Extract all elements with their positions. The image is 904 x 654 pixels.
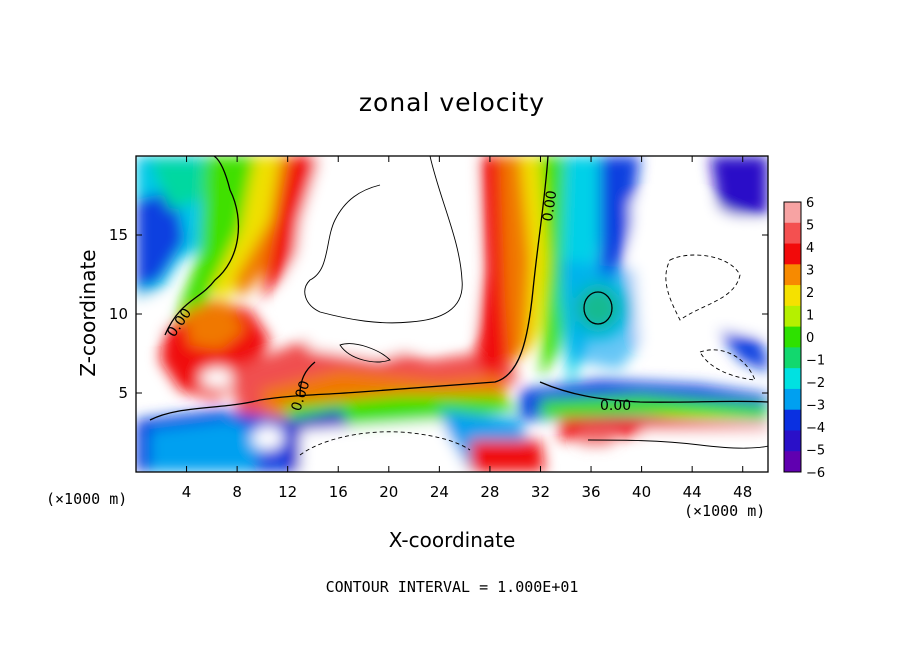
x-tick-label: 4 — [182, 483, 192, 501]
colorbar-swatch — [784, 409, 801, 431]
colorbar-label: 4 — [806, 241, 814, 256]
x-unit-note-right: (×1000 m) — [684, 502, 766, 520]
positive-contours — [304, 156, 768, 449]
colorbar-label: 6 — [806, 196, 814, 211]
colorbar-swatch — [784, 222, 801, 245]
x-tick-label: 36 — [581, 483, 600, 501]
zero-contours — [149, 156, 768, 421]
colorbar-label: −1 — [806, 354, 825, 369]
colorbar-label: 0 — [806, 331, 814, 346]
x-tick-label: 28 — [480, 483, 499, 501]
colorbar-label: −4 — [806, 421, 825, 436]
contour-label: 0.00 — [600, 398, 631, 414]
x-tick-label: 48 — [733, 483, 752, 501]
x-unit-note-left: (×1000 m) — [46, 490, 128, 508]
colorbar-swatch — [784, 430, 801, 452]
colorbar-swatch — [784, 202, 801, 224]
colorbar-swatch — [784, 451, 801, 473]
colorbar-frame — [783, 201, 802, 473]
colorbar-swatch — [784, 388, 801, 411]
colorbar-label: 1 — [806, 309, 814, 324]
x-tick-label: 8 — [232, 483, 242, 501]
negative-contours — [299, 254, 756, 456]
y-tick-label: 5 — [118, 384, 128, 402]
x-tick-label: 40 — [632, 483, 651, 501]
x-tick-label: 20 — [379, 483, 398, 501]
colorbar-swatch — [784, 264, 801, 286]
colorbar-label: 2 — [806, 286, 814, 301]
colorbar-swatch — [784, 305, 801, 328]
x-tick-label: 16 — [329, 483, 348, 501]
colorbar-label: −5 — [806, 444, 825, 459]
chart-title: zonal velocity — [358, 88, 546, 117]
colorbar-label: −6 — [806, 466, 825, 481]
x-tick-label: 44 — [683, 483, 702, 501]
colorbar-swatch — [784, 326, 801, 348]
plot-area — [135, 155, 769, 473]
x-tick-label: 32 — [531, 483, 550, 501]
colorbar-swatch — [784, 347, 801, 369]
contour-label: 0.00 — [540, 189, 560, 222]
colorbar-swatch — [784, 285, 801, 307]
y-tick-label: 10 — [109, 305, 128, 323]
velocity-field — [136, 156, 768, 472]
x-tick-label: 24 — [430, 483, 449, 501]
x-axis-label: X-coordinate — [388, 528, 516, 552]
colorbar-label: 3 — [806, 264, 814, 279]
y-tick-label: 15 — [109, 226, 128, 244]
contour-interval-note: CONTOUR INTERVAL = 1.000E+01 — [325, 578, 579, 596]
x-tick-label: 12 — [278, 483, 297, 501]
colorbar-swatch — [784, 368, 801, 390]
x-axis-ticks: 4 8 12 16 20 24 28 32 36 40 44 48 — [182, 156, 752, 501]
colorbar-label: −2 — [806, 376, 825, 391]
colorbar: 6 5 4 3 2 1 0 −1 −2 −3 −4 −5 −6 — [783, 196, 825, 481]
colorbar-swatch — [784, 243, 801, 265]
colorbar-label: −3 — [806, 399, 825, 414]
colorbar-label: 5 — [806, 219, 814, 234]
y-axis-ticks: 5 10 15 — [109, 226, 768, 402]
